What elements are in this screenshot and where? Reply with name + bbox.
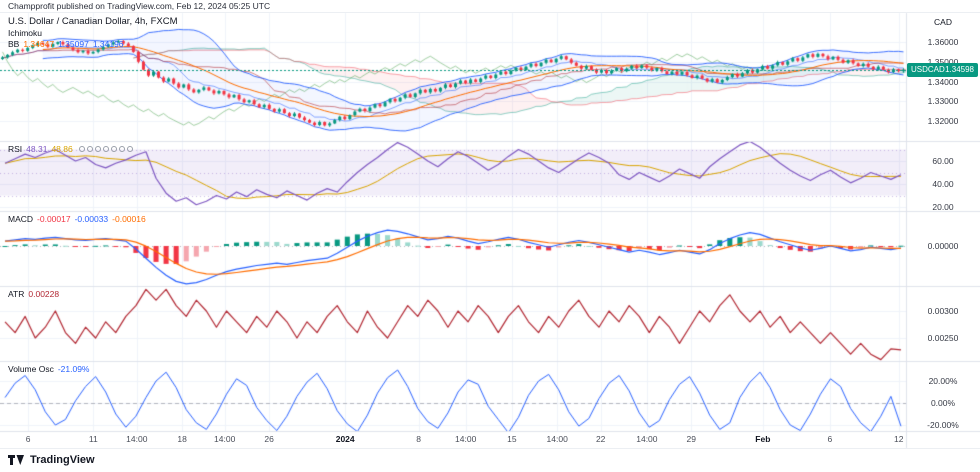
time-tick-label: 14:00 [546, 434, 568, 444]
time-tick-label: 6 [827, 434, 833, 444]
time-tick-label: 29 [686, 434, 696, 444]
atr-label: ATR [8, 289, 25, 299]
time-axis[interactable]: 6 11 14:00 18 14:00 26 2024 8 14:00 15 14:00 22 14:0… [0, 431, 906, 448]
time-tick-label: 14:00 [636, 434, 658, 444]
atr-tick-label: 0.00250 [927, 333, 959, 343]
badge-symbol: USDCAD [911, 65, 945, 75]
time-tick-label: 6 [25, 434, 31, 444]
macd-legend[interactable]: MACD -0.00017 -0.00033 -0.00016 [8, 213, 146, 224]
rsi-label: RSI [8, 144, 23, 154]
rsi-legend[interactable]: RSI 48.31 48.86 [8, 143, 133, 154]
macd-tick-label: 0.00000 [927, 241, 959, 251]
tradingview-logo-icon[interactable] [8, 453, 25, 467]
macd-histogram-value: -0.00017 [37, 214, 71, 224]
rsi-marker-circle [94, 146, 101, 152]
volume-osc-legend[interactable]: Volume Osc -21.09% [8, 363, 90, 374]
rsi-tick-label: 20.00 [932, 202, 954, 212]
time-tick-label: 26 [264, 434, 274, 444]
rsi-marker-circle [78, 146, 85, 152]
price-tick-label: 1.33000 [927, 96, 959, 107]
tradingview-wordmark[interactable]: TradingView [30, 454, 95, 466]
rsi-tick-label: 40.00 [932, 179, 954, 189]
rsi-markers [77, 144, 133, 154]
time-tick-label: 18 [177, 434, 187, 444]
currency-label: CAD [934, 17, 952, 27]
bb-upper-value: 1.35097 [58, 39, 89, 49]
vol-tick-label: 20.00% [928, 376, 958, 386]
rsi-marker-circle [126, 146, 133, 152]
rsi-tick-label: 60.00 [932, 156, 954, 166]
time-tick-label: Feb [755, 434, 771, 444]
badge-price: 1.34598 [945, 65, 974, 75]
attribution-bar[interactable]: Champprofit published on TradingView.com… [0, 0, 980, 13]
bollinger-legend[interactable]: BB 1.34647 1.35097 1.34196 [8, 39, 177, 49]
time-tick-label: 11 [88, 434, 98, 444]
footer-bar: TradingView [0, 448, 980, 471]
volume-osc-label: Volume Osc [8, 364, 54, 374]
macd-label: MACD [8, 214, 34, 224]
bb-label: BB [8, 39, 20, 49]
time-tick-label: 14:00 [455, 434, 477, 444]
vol-tick-label: 0.00% [930, 398, 956, 408]
last-price-badge: USDCAD 1.34598 [907, 62, 978, 77]
bb-lower-value: 1.34196 [92, 39, 124, 49]
time-tick-label: 15 [507, 434, 517, 444]
time-tick-label: 14:00 [214, 434, 236, 444]
time-tick-label: 8 [416, 434, 421, 444]
price-axis[interactable]: 1.36000 1.35000 1.34000 1.33000 1.32000 60.00… [906, 0, 980, 448]
rsi-marker-circle [86, 146, 93, 152]
price-tick-label: 1.34000 [927, 76, 959, 87]
bb-basis-value: 1.34647 [23, 39, 55, 49]
rsi-marker-circle [110, 146, 117, 152]
rsi-ma-value: 48.86 [51, 144, 73, 154]
ichimoku-label: Ichimoku [8, 28, 43, 38]
ichimoku-legend[interactable]: Ichimoku [8, 28, 177, 38]
main-chart-legend[interactable]: U.S. Dollar / Canadian Dollar, 4h, FXCM … [8, 16, 177, 49]
macd-signal-value: -0.00016 [112, 214, 146, 224]
rsi-value: 48.31 [26, 144, 48, 154]
symbol-title[interactable]: U.S. Dollar / Canadian Dollar, 4h, FXCM [8, 16, 178, 27]
rsi-marker-circle [102, 146, 109, 152]
rsi-marker-circle [118, 146, 125, 152]
atr-tick-label: 0.00300 [927, 306, 959, 316]
time-tick-label: 14:00 [126, 434, 148, 444]
time-tick-label: 22 [595, 434, 606, 444]
atr-legend[interactable]: ATR 0.00228 [8, 288, 59, 299]
macd-line-value: -0.00033 [74, 214, 109, 224]
time-tick-label: 12 [894, 434, 904, 444]
time-tick-label: 2024 [335, 434, 355, 444]
atr-value: 0.00228 [28, 289, 60, 299]
price-tick-label: 1.35000 [927, 56, 959, 67]
vol-tick-label: -20.00% [927, 420, 959, 430]
price-tick-label: 1.32000 [927, 116, 959, 127]
volume-osc-value: -21.09% [57, 364, 90, 374]
price-tick-label: 1.36000 [927, 37, 959, 47]
